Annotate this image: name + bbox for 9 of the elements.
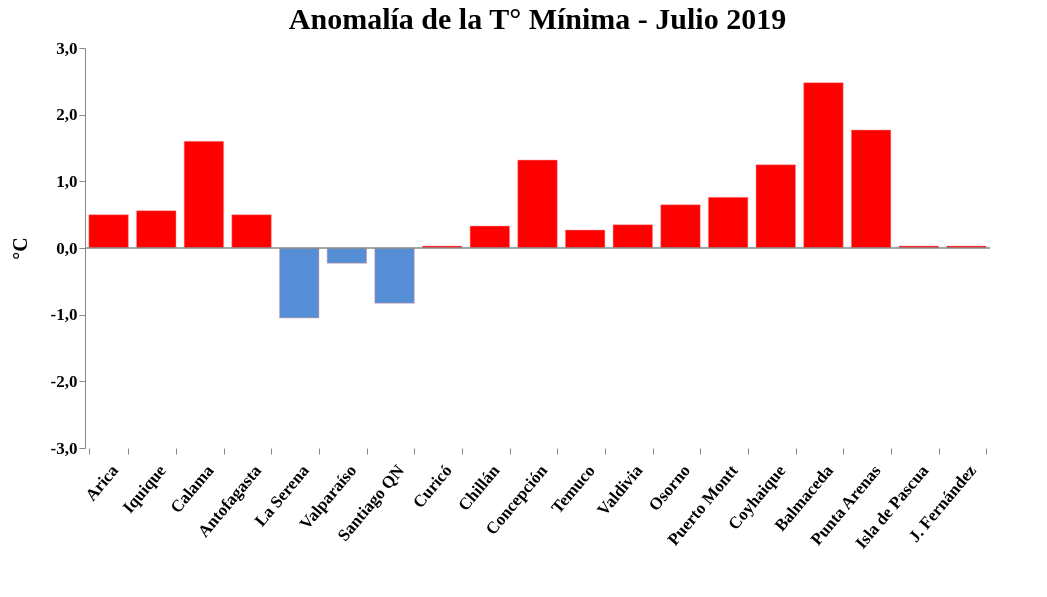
- y-tick-label: 1,0: [56, 171, 78, 191]
- chart-title: Anomalía de la T° Mínima - Julio 2019: [288, 2, 787, 35]
- y-tick-label: -2,0: [50, 371, 78, 391]
- y-axis-title: °C: [8, 237, 31, 260]
- y-tick-label: 3,0: [56, 38, 78, 58]
- y-tick-label: -1,0: [50, 305, 78, 325]
- y-tick-label: 0,0: [56, 238, 78, 258]
- y-tick-label: 2,0: [56, 105, 78, 125]
- y-tick-label: -3,0: [50, 438, 78, 458]
